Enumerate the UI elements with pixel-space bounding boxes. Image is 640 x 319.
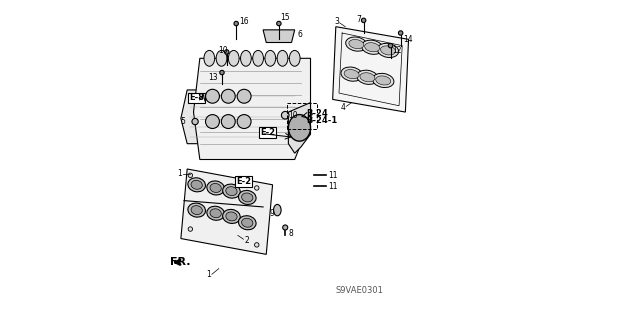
Ellipse shape xyxy=(289,50,300,66)
Ellipse shape xyxy=(356,70,378,85)
Ellipse shape xyxy=(207,206,225,220)
Ellipse shape xyxy=(191,180,202,189)
Text: 11: 11 xyxy=(328,182,337,191)
Text: 1: 1 xyxy=(178,169,182,178)
Polygon shape xyxy=(193,58,310,160)
Ellipse shape xyxy=(380,46,396,55)
Circle shape xyxy=(362,18,366,23)
Ellipse shape xyxy=(242,218,253,227)
Text: B-24-1: B-24-1 xyxy=(306,116,337,125)
Polygon shape xyxy=(181,90,304,144)
Circle shape xyxy=(205,89,220,103)
Text: 9: 9 xyxy=(269,209,274,218)
Ellipse shape xyxy=(273,204,281,216)
Circle shape xyxy=(188,227,193,231)
Ellipse shape xyxy=(188,203,205,217)
Circle shape xyxy=(237,115,251,129)
Text: 6: 6 xyxy=(298,30,303,39)
Circle shape xyxy=(282,111,289,119)
Circle shape xyxy=(221,89,236,103)
Circle shape xyxy=(399,31,403,35)
Circle shape xyxy=(388,43,393,48)
Text: 5: 5 xyxy=(180,117,186,126)
Ellipse shape xyxy=(365,43,380,52)
Text: 16: 16 xyxy=(239,18,248,26)
Circle shape xyxy=(234,21,239,26)
Ellipse shape xyxy=(204,50,214,66)
Circle shape xyxy=(237,89,251,103)
Ellipse shape xyxy=(223,209,240,223)
Circle shape xyxy=(283,225,288,230)
Ellipse shape xyxy=(228,50,239,66)
Text: E-2: E-2 xyxy=(260,128,275,137)
Text: 10: 10 xyxy=(219,46,228,55)
Circle shape xyxy=(225,50,229,54)
Text: 3: 3 xyxy=(334,18,339,26)
Text: 10: 10 xyxy=(289,111,298,120)
Ellipse shape xyxy=(239,216,256,230)
Ellipse shape xyxy=(360,73,375,82)
Ellipse shape xyxy=(223,184,240,198)
Text: 11: 11 xyxy=(328,171,337,180)
Text: 2: 2 xyxy=(244,236,249,245)
Ellipse shape xyxy=(341,67,362,81)
Text: 14: 14 xyxy=(403,35,412,44)
Ellipse shape xyxy=(362,40,383,54)
Circle shape xyxy=(192,118,198,125)
Text: S9VAE0301: S9VAE0301 xyxy=(335,286,383,295)
Ellipse shape xyxy=(376,76,391,85)
Ellipse shape xyxy=(210,183,221,192)
Text: 7: 7 xyxy=(356,15,361,24)
Text: 12: 12 xyxy=(392,46,401,55)
Ellipse shape xyxy=(210,209,221,218)
Ellipse shape xyxy=(191,206,202,215)
Text: 4: 4 xyxy=(340,103,346,112)
Ellipse shape xyxy=(265,50,276,66)
Ellipse shape xyxy=(349,40,364,48)
Ellipse shape xyxy=(188,178,205,192)
Ellipse shape xyxy=(346,37,367,51)
Ellipse shape xyxy=(289,115,310,141)
Text: 8: 8 xyxy=(289,229,293,238)
Text: 1: 1 xyxy=(206,271,211,279)
Ellipse shape xyxy=(207,181,225,195)
Ellipse shape xyxy=(239,190,256,204)
Ellipse shape xyxy=(241,50,252,66)
Polygon shape xyxy=(333,27,408,112)
Circle shape xyxy=(276,21,281,26)
Circle shape xyxy=(188,173,193,178)
Ellipse shape xyxy=(378,43,399,57)
Circle shape xyxy=(255,186,259,190)
Polygon shape xyxy=(289,103,310,153)
Text: E-2: E-2 xyxy=(236,177,252,186)
Ellipse shape xyxy=(226,187,237,196)
Ellipse shape xyxy=(216,50,227,66)
Text: B-24: B-24 xyxy=(306,109,328,118)
Polygon shape xyxy=(263,30,294,42)
Ellipse shape xyxy=(226,212,237,221)
Text: 15: 15 xyxy=(280,13,290,22)
Ellipse shape xyxy=(253,50,264,66)
Ellipse shape xyxy=(344,70,359,79)
Text: E-8: E-8 xyxy=(189,93,204,102)
Circle shape xyxy=(221,115,236,129)
Circle shape xyxy=(205,115,220,129)
Ellipse shape xyxy=(277,50,288,66)
Circle shape xyxy=(255,243,259,247)
Circle shape xyxy=(220,70,224,75)
Text: FR.: FR. xyxy=(170,257,190,267)
Ellipse shape xyxy=(372,73,394,87)
Ellipse shape xyxy=(242,193,253,202)
Polygon shape xyxy=(181,169,273,254)
Text: 13: 13 xyxy=(209,73,218,82)
